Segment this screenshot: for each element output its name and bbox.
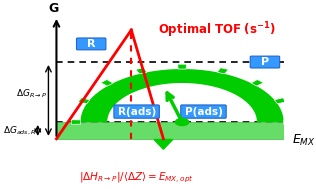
Polygon shape — [274, 98, 286, 104]
Text: $|\Delta H_{R\rightarrow P}|/\langle\Delta Z\rangle = E_{MX,opt}$: $|\Delta H_{R\rightarrow P}|/\langle\Del… — [79, 171, 194, 185]
Polygon shape — [81, 69, 284, 122]
Polygon shape — [178, 64, 186, 69]
Polygon shape — [71, 120, 81, 124]
Polygon shape — [217, 68, 228, 74]
Polygon shape — [78, 98, 90, 104]
Text: P(ads): P(ads) — [185, 107, 222, 117]
Text: R(ads): R(ads) — [118, 107, 156, 117]
Text: $E_{MX}$: $E_{MX}$ — [292, 133, 315, 148]
FancyBboxPatch shape — [76, 38, 106, 50]
Polygon shape — [283, 120, 293, 124]
Polygon shape — [251, 80, 264, 86]
FancyBboxPatch shape — [181, 105, 226, 118]
Text: P: P — [261, 57, 269, 67]
Polygon shape — [154, 139, 173, 149]
Polygon shape — [136, 68, 147, 74]
Text: $\Delta G_{ads,R}$: $\Delta G_{ads,R}$ — [3, 124, 36, 136]
FancyBboxPatch shape — [114, 105, 159, 118]
Text: $\bf{Optimal\ TOF\ (s^{-1})}$: $\bf{Optimal\ TOF\ (s^{-1})}$ — [158, 20, 276, 40]
Polygon shape — [100, 80, 113, 86]
Text: $\Delta G_{R\rightarrow P}$: $\Delta G_{R\rightarrow P}$ — [16, 87, 47, 100]
FancyBboxPatch shape — [250, 56, 280, 68]
Text: G: G — [49, 2, 59, 15]
FancyBboxPatch shape — [57, 122, 284, 139]
Text: R: R — [87, 39, 95, 49]
Circle shape — [175, 119, 189, 125]
